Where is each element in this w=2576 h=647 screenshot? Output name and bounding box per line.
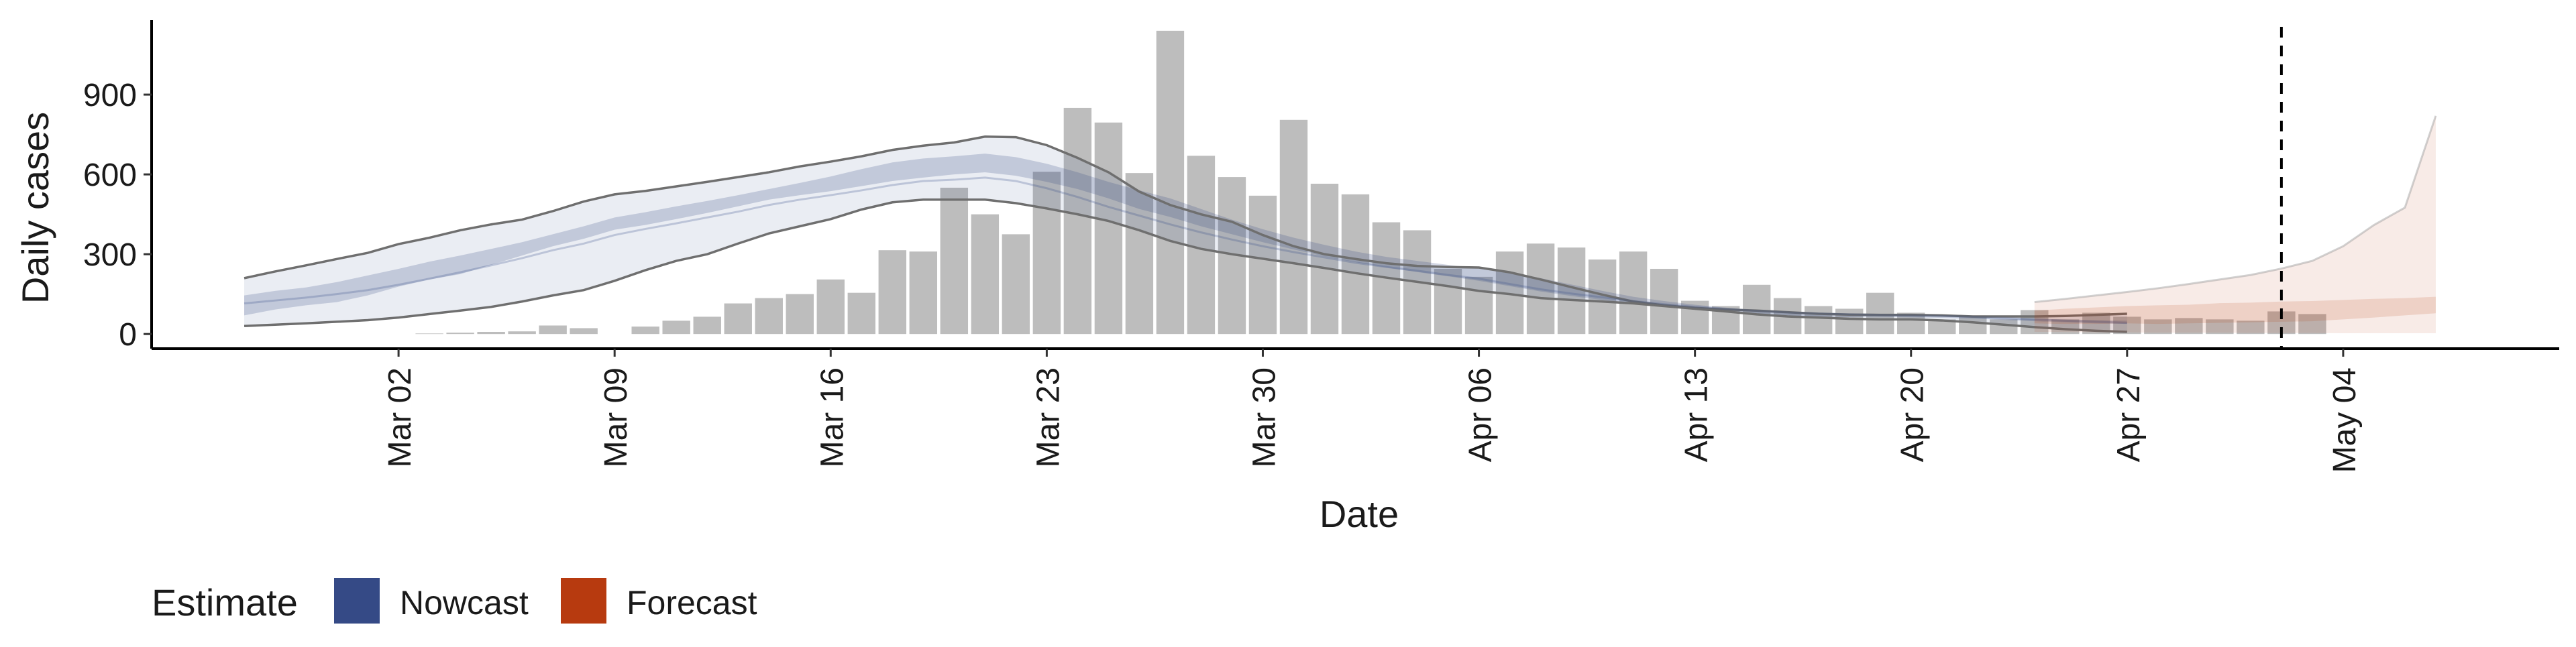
y-tick-label: 300 — [83, 237, 137, 273]
legend: Estimate Nowcast Forecast — [152, 578, 757, 624]
x-tick-label: Mar 30 — [1246, 367, 1282, 467]
case-bar — [2237, 320, 2265, 335]
forecast-ribbon-50 — [2034, 296, 2436, 325]
x-tick-label: Apr 20 — [1895, 367, 1931, 462]
case-bar — [1866, 292, 1894, 335]
case-bar — [786, 294, 814, 335]
x-tick-label: May 04 — [2327, 367, 2363, 473]
y-tick-label: 0 — [119, 317, 137, 353]
nowcast-bound-lower — [244, 198, 2127, 333]
x-tick-label: Apr 27 — [2111, 367, 2147, 462]
nowcast-bound-upper — [244, 135, 2127, 318]
case-bar — [1464, 276, 1493, 335]
case-bar — [971, 214, 1000, 335]
case-bar — [755, 298, 783, 335]
case-bar — [847, 292, 875, 335]
case-bar — [2298, 314, 2326, 335]
nowcast-ribbon-90 — [244, 136, 2127, 332]
axes: Daily cases Date 0 300 600 900 Mar 02 Mar 09 M… — [14, 20, 2559, 535]
case-bar — [1341, 194, 1370, 335]
case-bar — [1434, 268, 1462, 335]
case-bar — [1835, 308, 1864, 335]
legend-swatch-nowcast — [334, 578, 380, 624]
case-bar — [1619, 251, 1648, 335]
case-bar — [446, 333, 474, 335]
case-bar — [570, 328, 598, 335]
case-bar — [1094, 122, 1123, 335]
case-bar — [816, 279, 845, 335]
case-bar — [1804, 306, 1833, 335]
nowcast-median-line — [244, 176, 2127, 325]
case-bar — [415, 333, 443, 335]
case-bar — [1063, 107, 1092, 335]
legend-label-nowcast: Nowcast — [400, 584, 529, 622]
y-tick-label: 600 — [83, 158, 137, 193]
case-bar — [909, 251, 938, 335]
case-bar — [2206, 319, 2234, 335]
x-tick-label: Mar 02 — [382, 367, 418, 467]
legend-swatch-forecast — [561, 578, 606, 624]
case-bar — [1650, 268, 1678, 335]
case-bar — [1928, 319, 1956, 335]
case-bar — [631, 327, 659, 335]
case-bar — [1310, 184, 1339, 335]
case-bar — [1032, 172, 1061, 335]
case-bar — [1187, 156, 1216, 335]
plot-area — [244, 27, 2437, 349]
case-bar — [2144, 319, 2172, 335]
x-tick-label: Mar 23 — [1030, 367, 1066, 467]
case-bar — [1156, 30, 1185, 335]
x-tick-label: Apr 13 — [1679, 367, 1715, 462]
case-bar — [940, 187, 969, 335]
case-bar — [1897, 312, 1925, 335]
forecast-ribbon-90 — [2034, 115, 2436, 333]
x-tick-label: Apr 06 — [1463, 367, 1499, 462]
y-axis-title: Daily cases — [14, 112, 56, 304]
case-bar — [662, 320, 690, 335]
x-tick-label: Mar 09 — [598, 367, 634, 467]
case-bar — [1959, 315, 1987, 335]
case-bar — [539, 325, 567, 335]
case-bar — [2175, 318, 2203, 335]
x-axis-title: Date — [1320, 493, 1399, 535]
y-tick-label: 900 — [83, 78, 137, 113]
legend-title: Estimate — [152, 581, 298, 624]
case-bar — [477, 332, 505, 335]
x-tick-label: Mar 16 — [814, 367, 850, 467]
case-bar — [724, 303, 752, 335]
forecast-bound-upper — [2034, 115, 2437, 304]
case-bar — [1279, 119, 1308, 335]
case-bar — [1557, 247, 1586, 335]
case-bar — [1002, 234, 1030, 335]
case-bar — [1125, 173, 1154, 335]
case-bar — [2021, 310, 2049, 335]
case-bar — [1248, 195, 1277, 335]
case-bar — [693, 316, 721, 335]
legend-label-forecast: Forecast — [627, 584, 757, 622]
case-bar — [508, 331, 536, 335]
case-bar — [878, 250, 907, 335]
case-bar — [1526, 243, 1555, 335]
